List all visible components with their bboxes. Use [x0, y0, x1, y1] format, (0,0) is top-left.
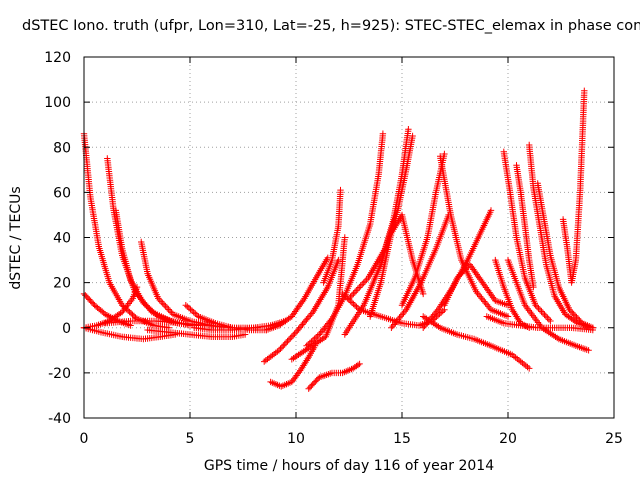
data-points: [80, 87, 596, 392]
y-axis-label: dSTEC / TECUs: [8, 186, 24, 289]
y-tick-label: 20: [53, 276, 71, 292]
series-markers: [305, 360, 363, 392]
series-arc-36: [483, 313, 596, 334]
y-tick-label: 120: [44, 50, 71, 66]
x-tick-label: 5: [186, 431, 195, 447]
x-axis-label: GPS time / hours of day 116 of year 2014: [204, 458, 494, 474]
series-arc-33: [534, 180, 596, 331]
series-markers: [483, 313, 596, 334]
y-tick-label: 0: [62, 321, 71, 337]
series-markers: [500, 148, 554, 325]
y-tick-label: 60: [53, 185, 71, 201]
series-arc-28: [420, 313, 533, 372]
y-tick-label: -40: [48, 411, 71, 427]
x-tick-label: 0: [80, 431, 89, 447]
series-markers: [420, 313, 533, 372]
series-markers: [437, 153, 512, 320]
series-markers: [263, 254, 331, 334]
y-tick-label: 100: [44, 95, 71, 111]
series-arc-31: [513, 162, 537, 291]
series-arc-10: [144, 326, 249, 340]
y-tick-label: 40: [53, 231, 71, 247]
series-arc-30: [500, 148, 554, 325]
series-arc-14: [267, 342, 319, 390]
series-markers: [534, 180, 596, 331]
series-arc-34: [559, 87, 588, 286]
series-markers: [441, 261, 512, 309]
series-markers: [388, 211, 452, 331]
series-markers: [559, 87, 588, 286]
series-arc-35: [504, 256, 592, 354]
series-markers: [320, 186, 344, 286]
series-arc-24: [388, 211, 452, 331]
x-tick-label: 25: [605, 431, 623, 447]
series-markers: [267, 342, 319, 390]
series-markers: [526, 141, 596, 331]
axis-ticks: 0 5 10 15 20 25 -40 -20 0 20 40 60 80 100 120: [44, 50, 623, 447]
x-tick-label: 20: [499, 431, 517, 447]
chart-title: dSTEC Iono. truth (ufpr, Lon=310, Lat=-2…: [22, 18, 640, 34]
series-markers: [303, 130, 387, 349]
series-markers: [144, 326, 249, 340]
y-tick-label: 80: [53, 140, 71, 156]
series-arc-32: [526, 141, 596, 331]
y-tick-label: -20: [48, 366, 71, 382]
series-arc-13: [263, 254, 331, 334]
series-arc-25: [437, 153, 512, 320]
series-markers: [504, 256, 592, 354]
series-arc-27: [441, 261, 512, 309]
series-arc-18: [320, 186, 344, 286]
x-tick-label: 15: [393, 431, 411, 447]
series-arc-12: [261, 256, 342, 365]
series-markers: [191, 317, 289, 334]
series-arc-15: [305, 360, 363, 392]
x-tick-label: 10: [287, 431, 305, 447]
series-markers: [513, 162, 537, 291]
series-markers: [261, 256, 342, 365]
series-arc-11: [191, 317, 289, 334]
series-arc-17: [303, 130, 387, 349]
